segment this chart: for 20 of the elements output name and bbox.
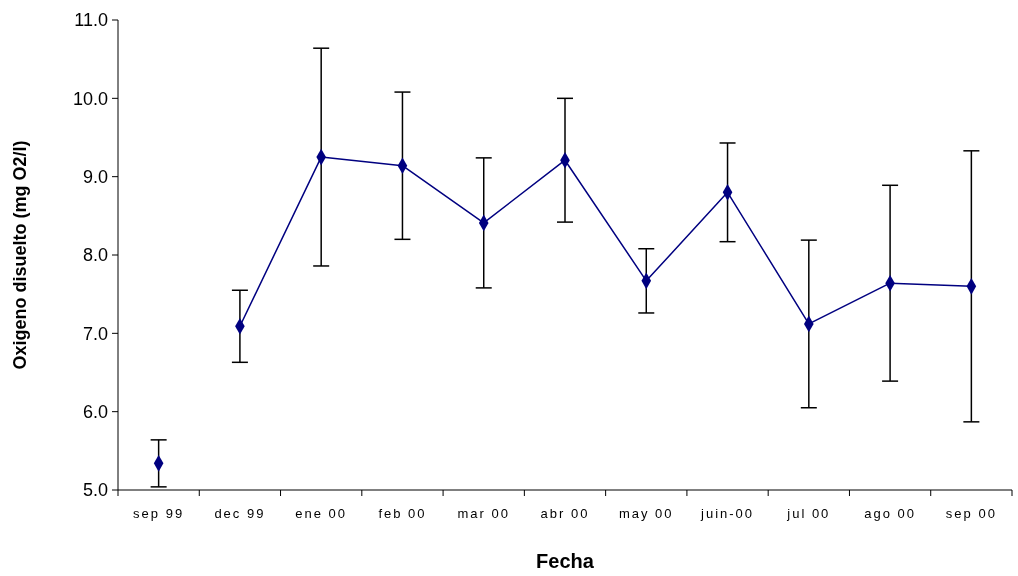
x-tick-label: juin-00 <box>700 506 755 521</box>
x-tick-label: dec 99 <box>214 506 266 521</box>
x-tick-label: abr 00 <box>540 506 590 521</box>
y-tick-label: 5.0 <box>82 480 108 501</box>
y-tick-label: 10.0 <box>72 88 108 109</box>
y-axis-title: Oxigeno disuelto (mg O2/l) <box>10 140 30 370</box>
x-tick-label: sep 99 <box>133 506 185 521</box>
y-tick-label: 11.0 <box>74 10 108 31</box>
x-tick-label: ene 00 <box>295 506 348 521</box>
y-tick-label: 8.0 <box>82 245 108 266</box>
x-axis-title: Fecha <box>536 550 595 572</box>
x-tick-label: jul 00 <box>786 506 831 521</box>
y-tick-label: 7.0 <box>82 323 108 344</box>
x-tick-label: feb 00 <box>378 506 427 521</box>
x-tick-label: may 00 <box>618 506 674 521</box>
y-tick-label: 9.0 <box>82 166 108 187</box>
x-tick-label: sep 00 <box>945 506 997 521</box>
x-tick-label: ago 00 <box>864 506 916 521</box>
y-tick-label: 6.0 <box>82 401 108 422</box>
x-tick-label: mar 00 <box>457 506 510 521</box>
